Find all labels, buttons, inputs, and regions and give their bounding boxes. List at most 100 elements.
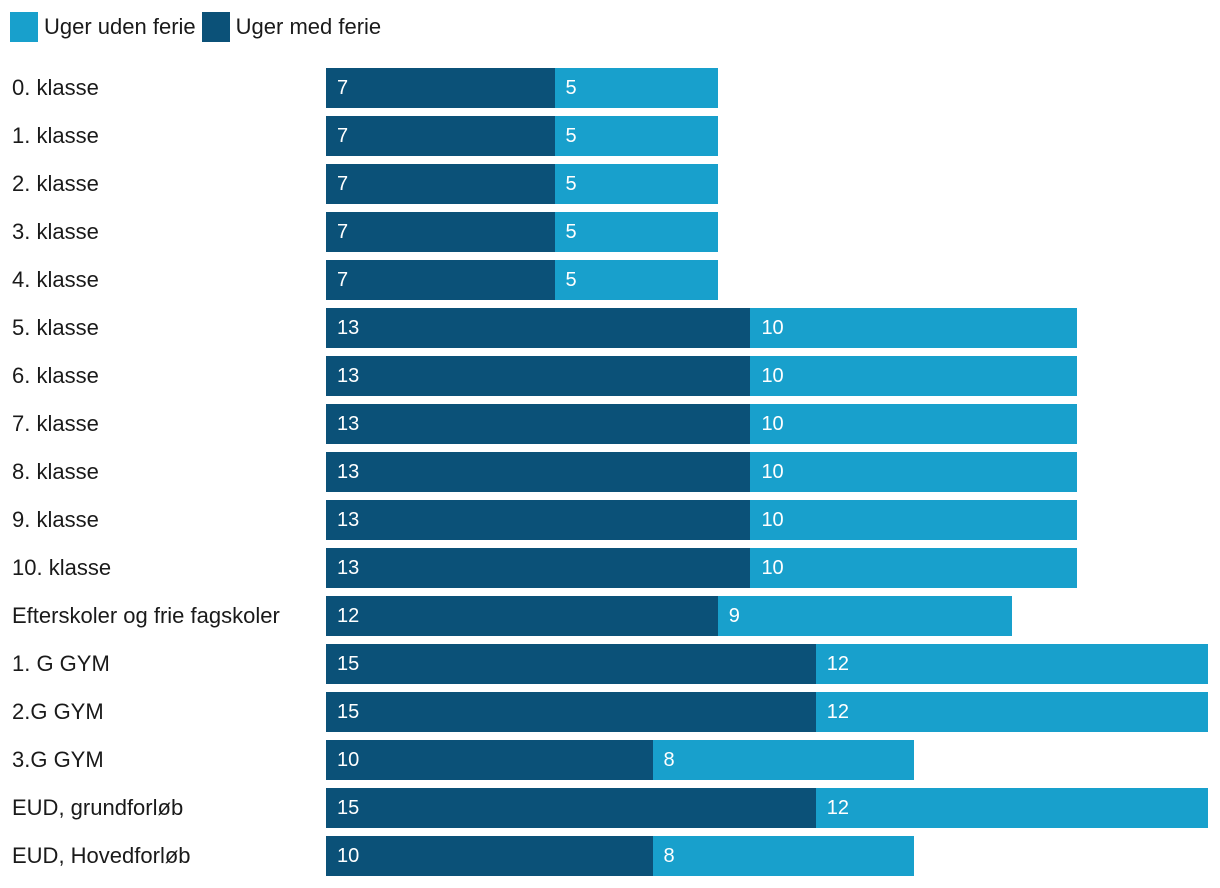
category-label: EUD, Hovedforløb — [12, 843, 191, 868]
bar-segment-med-ferie — [326, 836, 653, 876]
bar-segment-med-ferie — [326, 308, 751, 348]
value-label-uden-ferie: 10 — [761, 461, 784, 483]
bar-row: 2. klasse 7 5 — [0, 164, 1220, 204]
bar-row: Efterskoler og frie fagskoler 12 9 — [0, 596, 1220, 636]
value-label-uden-ferie: 12 — [826, 701, 849, 723]
value-label-med-ferie: 13 — [337, 461, 360, 483]
bar-segment-med-ferie — [326, 740, 653, 780]
bar-row: 2.G GYM 15 12 — [0, 692, 1220, 732]
bar-segment-med-ferie — [326, 116, 555, 156]
bar-segment-uden-ferie — [750, 404, 1077, 444]
category-label: 6. klasse — [12, 363, 99, 388]
bar-segment-med-ferie — [326, 212, 555, 252]
bar-row: 1. G GYM 15 12 — [0, 644, 1220, 684]
bar-row: 3. klasse 7 5 — [0, 212, 1220, 252]
bar-segment-med-ferie — [326, 404, 751, 444]
bar-row: 6. klasse 13 10 — [0, 356, 1220, 396]
value-label-uden-ferie: 10 — [761, 557, 784, 579]
bar-segment-uden-ferie — [750, 500, 1077, 540]
legend-swatch-med — [201, 12, 230, 42]
bar-segment-med-ferie — [326, 596, 718, 636]
value-label-uden-ferie: 10 — [761, 509, 784, 531]
value-label-med-ferie: 12 — [337, 605, 360, 627]
legend: Uger uden ferie Uger med ferie — [10, 11, 387, 43]
bar-segment-uden-ferie — [750, 548, 1077, 588]
value-label-uden-ferie: 5 — [565, 125, 577, 147]
value-label-uden-ferie: 9 — [728, 605, 740, 627]
bar-segment-uden-ferie — [554, 116, 718, 156]
bar-segment-uden-ferie — [815, 644, 1208, 684]
bar-segment-uden-ferie — [750, 308, 1077, 348]
bar-segment-med-ferie — [326, 356, 751, 396]
bar-row: 4. klasse 7 5 — [0, 260, 1220, 300]
bar-segment-uden-ferie — [554, 68, 718, 108]
category-label: 2.G GYM — [12, 699, 104, 724]
bar-row: 1. klasse 7 5 — [0, 116, 1220, 156]
value-label-med-ferie: 13 — [337, 365, 360, 387]
bar-segment-med-ferie — [326, 644, 816, 684]
value-label-uden-ferie: 5 — [565, 221, 577, 243]
value-label-uden-ferie: 8 — [663, 845, 675, 867]
value-label-uden-ferie: 12 — [826, 653, 849, 675]
bar-segment-med-ferie — [326, 548, 751, 588]
category-label: 0. klasse — [12, 75, 99, 100]
value-label-med-ferie: 7 — [337, 77, 349, 99]
category-label: 3. klasse — [12, 219, 99, 244]
bar-segment-med-ferie — [326, 500, 751, 540]
value-label-uden-ferie: 10 — [761, 365, 784, 387]
legend-item-med: Uger med ferie — [201, 12, 381, 42]
category-label: Efterskoler og frie fagskoler — [12, 603, 280, 628]
bar-segment-med-ferie — [326, 692, 816, 732]
value-label-uden-ferie: 10 — [761, 413, 784, 435]
bar-segment-med-ferie — [326, 260, 555, 300]
value-label-med-ferie: 7 — [337, 125, 349, 147]
category-label: EUD, grundforløb — [12, 795, 184, 820]
category-label: 8. klasse — [12, 459, 99, 484]
bar-segment-uden-ferie — [652, 740, 914, 780]
category-label: 1. klasse — [12, 123, 99, 148]
bar-row: 3.G GYM 10 8 — [0, 740, 1220, 780]
value-label-med-ferie: 15 — [337, 797, 360, 819]
category-label: 3.G GYM — [12, 747, 104, 772]
category-label: 9. klasse — [12, 507, 99, 532]
value-label-med-ferie: 13 — [337, 317, 360, 339]
bar-segment-med-ferie — [326, 452, 751, 492]
bar-segment-uden-ferie — [750, 452, 1077, 492]
bar-segment-uden-ferie — [717, 596, 1012, 636]
value-label-uden-ferie: 5 — [565, 269, 577, 291]
bar-segment-uden-ferie — [554, 164, 718, 204]
value-label-med-ferie: 13 — [337, 413, 360, 435]
value-label-uden-ferie: 12 — [826, 797, 849, 819]
legend-swatch-uden — [10, 12, 38, 42]
bar-segment-med-ferie — [326, 68, 555, 108]
category-label: 2. klasse — [12, 171, 99, 196]
value-label-uden-ferie: 8 — [663, 749, 675, 771]
category-label: 5. klasse — [12, 315, 99, 340]
bar-row: EUD, Hovedforløb 10 8 — [0, 836, 1220, 876]
category-label: 10. klasse — [12, 555, 112, 580]
category-label: 7. klasse — [12, 411, 99, 436]
bar-row: 0. klasse 7 5 — [0, 68, 1220, 108]
bar-segment-uden-ferie — [815, 788, 1208, 828]
legend-label-uden: Uger uden ferie — [44, 14, 196, 39]
value-label-uden-ferie: 10 — [761, 317, 784, 339]
value-label-med-ferie: 7 — [337, 173, 349, 195]
bar-row: 7. klasse 13 10 — [0, 404, 1220, 444]
value-label-med-ferie: 7 — [337, 221, 349, 243]
value-label-med-ferie: 15 — [337, 701, 360, 723]
legend-item-uden: Uger uden ferie — [10, 12, 196, 42]
value-label-uden-ferie: 5 — [565, 77, 577, 99]
bar-segment-uden-ferie — [554, 260, 718, 300]
bar-segment-med-ferie — [326, 788, 816, 828]
bar-row: 10. klasse 13 10 — [0, 548, 1220, 588]
bar-segment-uden-ferie — [554, 212, 718, 252]
bar-row: EUD, grundforløb 15 12 — [0, 788, 1220, 828]
value-label-med-ferie: 7 — [337, 269, 349, 291]
bar-segment-uden-ferie — [652, 836, 914, 876]
bar-segment-uden-ferie — [750, 356, 1077, 396]
category-label: 4. klasse — [12, 267, 99, 292]
bar-row: 5. klasse 13 10 — [0, 308, 1220, 348]
value-label-med-ferie: 10 — [337, 749, 360, 771]
bar-segment-uden-ferie — [815, 692, 1208, 732]
